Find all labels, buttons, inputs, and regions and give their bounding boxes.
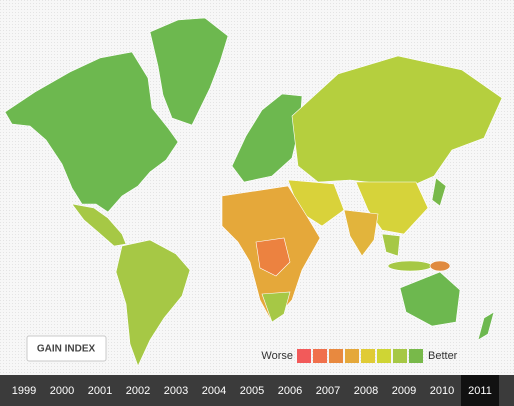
legend: Worse Better [261,349,458,363]
legend-swatch [393,349,407,363]
south-america [115,239,191,367]
world-map [4,17,503,367]
legend-swatch [297,349,311,363]
year-button[interactable]: 2006 [271,375,309,406]
year-button[interactable]: 2011 [461,375,499,406]
year-label[interactable]: 2003 [164,385,188,397]
year-button[interactable]: 2001 [81,375,119,406]
india [343,209,379,257]
year-label[interactable]: 2010 [430,385,454,397]
year-button[interactable]: 2005 [233,375,271,406]
year-selected-box[interactable] [461,375,499,406]
year-label[interactable]: 2000 [50,385,74,397]
year-label[interactable]: 2011 [468,385,492,397]
legend-swatch [329,349,343,363]
legend-high: Better [428,350,458,362]
legend-swatch [361,349,375,363]
year-label[interactable]: 2005 [240,385,264,397]
southeast-asia [381,233,401,257]
north-america [4,51,179,213]
year-button[interactable]: 2004 [195,375,233,406]
year-label[interactable]: 2006 [278,385,302,397]
central-africa [255,237,291,277]
new-zealand [477,311,495,341]
legend-swatch [345,349,359,363]
china [355,181,429,235]
year-label[interactable]: 2002 [126,385,150,397]
button-label[interactable]: GAIN INDEX [37,344,96,355]
year-button[interactable]: 2002 [119,375,157,406]
indonesia [387,260,433,272]
button-box[interactable] [26,335,107,362]
japan [431,177,447,207]
russia-asia [291,55,503,185]
year-label[interactable]: 2004 [202,385,226,397]
year-label[interactable]: 2007 [316,385,340,397]
legend-swatch [377,349,391,363]
timeline-bar [0,375,514,406]
year-button[interactable]: 2007 [309,375,347,406]
year-label[interactable]: 2009 [392,385,416,397]
mexico [71,203,127,247]
papua [429,260,451,272]
year-button[interactable]: 2003 [157,375,195,406]
greenland [149,17,229,126]
index-button[interactable]: GAIN INDEX [26,335,107,362]
year-label[interactable]: 2001 [88,385,112,397]
year-button[interactable]: 2009 [385,375,423,406]
legend-low: Worse [261,350,293,362]
year-label[interactable]: 2008 [354,385,378,397]
year-button[interactable]: 2000 [43,375,81,406]
australia [399,271,461,327]
legend-swatch [409,349,423,363]
year-button[interactable]: 2008 [347,375,385,406]
timeline: 1999 2000 2001 2002 2003 2004 2005 2006 2007 2008… [5,375,499,406]
year-label[interactable]: 1999 [12,385,36,397]
year-button[interactable]: 2010 [423,375,461,406]
year-button[interactable]: 1999 [5,375,43,406]
southern-africa [261,291,291,323]
legend-swatch [313,349,327,363]
